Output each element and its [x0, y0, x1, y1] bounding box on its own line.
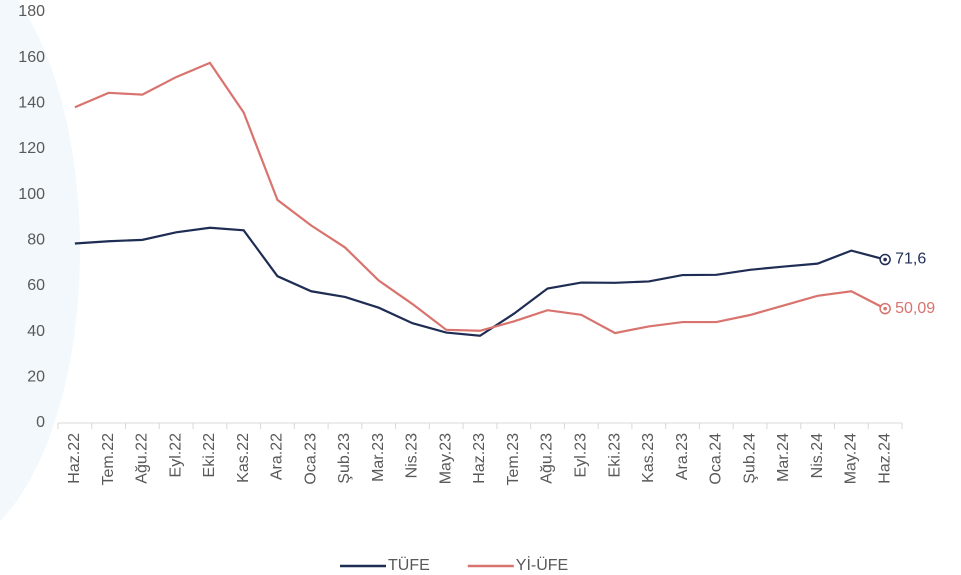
x-tick-label: Haz.22 [66, 433, 83, 484]
point-dot [883, 257, 887, 262]
y-tick-label: 140 [18, 95, 45, 112]
y-tick-label: 0 [36, 414, 45, 431]
x-tick-label: Oca.24 [708, 433, 725, 485]
x-tick-label: Tem.23 [505, 433, 522, 486]
series-line [74, 226, 886, 337]
x-tick-label: Eki.23 [606, 433, 623, 478]
y-tick-label: 40 [27, 323, 45, 340]
y-tick-label: 60 [27, 277, 45, 294]
legend-label: TÜFE [388, 556, 430, 574]
x-tick-label: Şub.24 [741, 433, 758, 484]
x-tick-label: Eyl.22 [167, 433, 184, 478]
x-tick-label: Oca.23 [302, 433, 319, 485]
y-tick-label: 100 [18, 186, 45, 203]
x-tick-label: Ağu.23 [539, 433, 556, 484]
x-tick-label: Nis.24 [809, 433, 826, 478]
y-tick-label: 120 [18, 140, 45, 157]
series-line [74, 61, 886, 335]
y-tick-label: 160 [18, 49, 45, 66]
x-tick-label: Haz.24 [876, 433, 893, 484]
point-dot [883, 306, 887, 311]
x-tick-label: Mar.23 [370, 433, 387, 482]
x-tick-label: Şub.23 [336, 433, 353, 484]
x-tick-label: Ara.23 [674, 433, 691, 480]
x-tick-label: Eyl.23 [572, 433, 589, 478]
x-tick-label: Kas.23 [640, 433, 657, 483]
x-tick-label: Eki.22 [201, 433, 218, 478]
x-tick-label: Ara.22 [269, 433, 286, 480]
x-tick-label: Ağu.22 [134, 433, 151, 484]
x-tick-label: Nis.23 [404, 433, 421, 478]
y-tick-label: 20 [27, 369, 45, 386]
y-tick-label: 80 [27, 232, 45, 249]
y-tick-label: 180 [18, 3, 45, 20]
data-label: 50,09 [895, 300, 935, 317]
x-tick-label: Tem.22 [100, 433, 117, 486]
legend-label: Yİ-ÜFE [516, 555, 568, 574]
x-tick-label: Mar.24 [775, 433, 792, 482]
background-shape [0, 0, 80, 521]
x-tick-label: May.23 [437, 433, 454, 484]
x-tick-label: Kas.22 [235, 433, 252, 483]
x-tick-label: Haz.23 [471, 433, 488, 484]
x-tick-label: May.24 [843, 433, 860, 484]
data-label: 71,6 [895, 251, 926, 268]
